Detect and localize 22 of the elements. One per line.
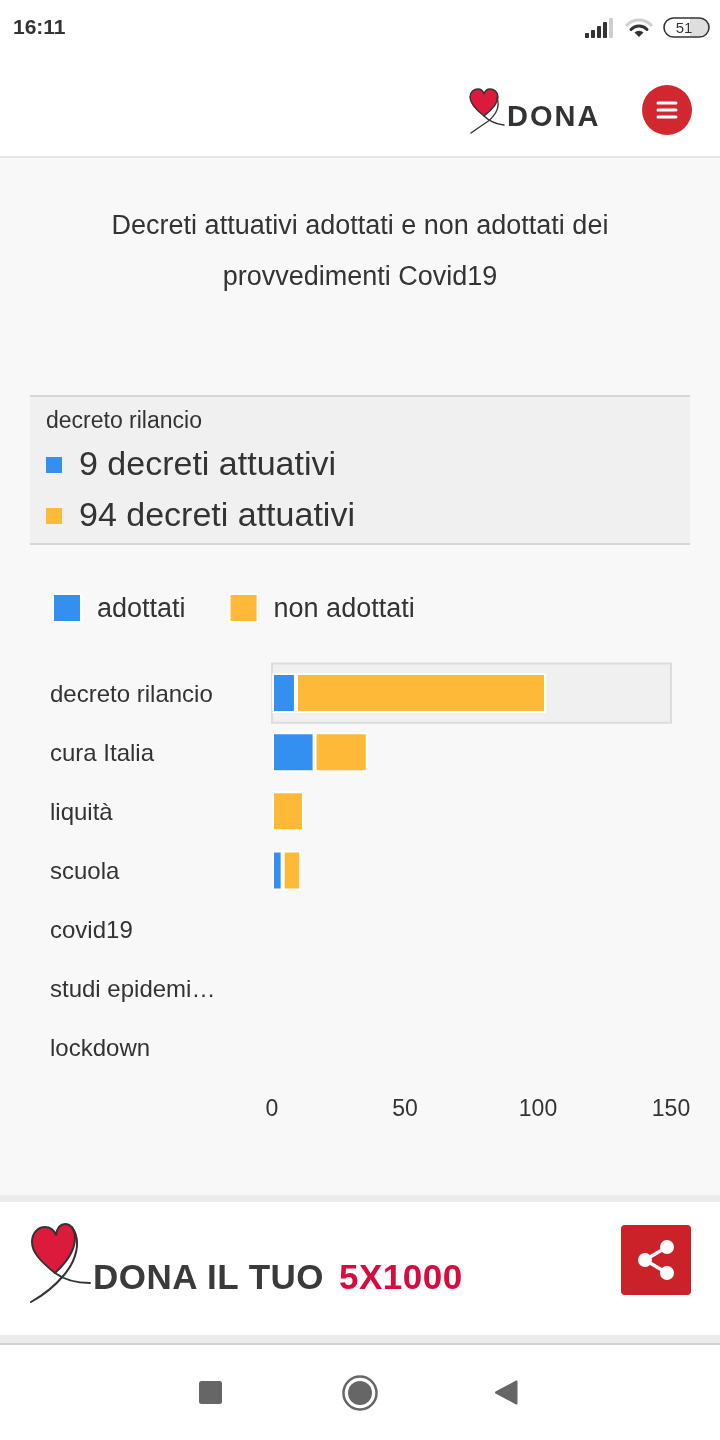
text: 16:11 [13,14,66,40]
y-tick-label: scuola [50,857,121,884]
text: 51 [674,18,694,37]
y-tick-label: studi epidemi… [50,975,216,1003]
y-tick-label: decreto rilancio [50,679,213,707]
text: 94 decreti attuativi [79,494,355,535]
y-tick-label: liquità [50,797,114,825]
text: DONA [507,99,601,134]
y-tick-label: cura Italia [50,738,155,766]
y-tick-label: lockdown [50,1034,151,1062]
x-tick-label: 50 [392,1095,418,1121]
text: DONA IL TUO [93,1257,325,1296]
legend-label: adottati [97,593,186,623]
chart-title: Decreti attuativi adottati e non adottati dei provvedimenti Covid19 [110,209,610,293]
x-tick-label: 150 [651,1095,691,1121]
legend-label: non adottati [273,593,415,623]
y-tick-label: covid19 [50,916,133,944]
x-tick-label: 100 [518,1095,558,1121]
x-tick-label: 0 [265,1095,279,1121]
text: 9 decreti attuativi [79,443,337,484]
text: 5X1000 [339,1257,463,1296]
bar [272,791,304,832]
